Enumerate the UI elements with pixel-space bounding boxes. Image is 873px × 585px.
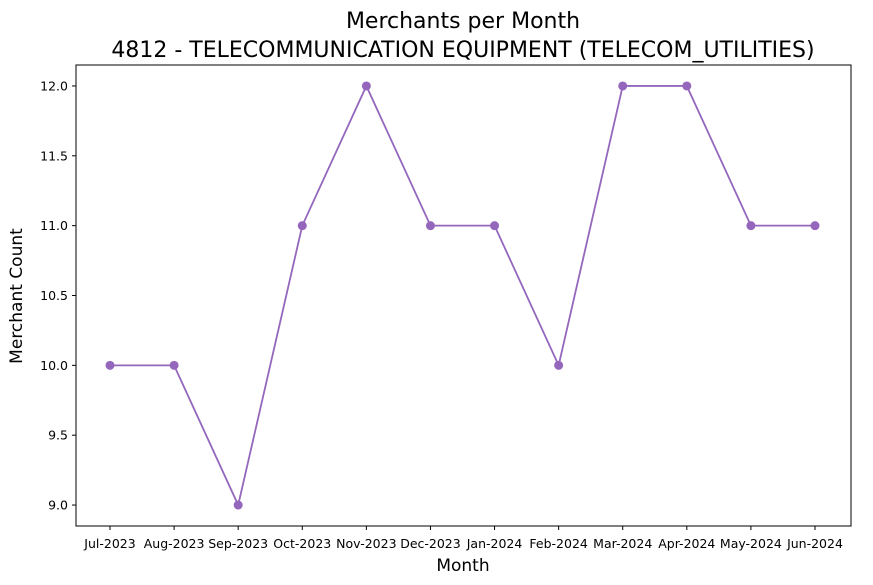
chart-title: Merchants per Month [346,9,580,34]
x-tick-label: Dec-2023 [400,536,461,551]
x-axis-label: Month [436,556,489,576]
data-point [554,360,564,370]
x-tick-label: Sep-2023 [208,536,268,551]
data-point [361,81,371,91]
x-tick-label: Apr-2024 [658,536,715,551]
data-point [618,81,628,91]
x-tick-label: Jul-2023 [83,536,135,551]
x-tick-label: Mar-2024 [593,536,652,551]
y-tick-label: 9.5 [48,428,68,443]
plot-area [75,64,852,527]
x-tick-label: May-2024 [720,536,782,551]
data-point [746,221,756,231]
x-axis: Jul-2023 Aug-2023 Sep-2023 Oct-2023 Nov-2023… [83,526,843,551]
data-point [425,221,435,231]
x-tick-label: Oct-2023 [273,536,331,551]
data-point [169,360,179,370]
series-points [105,81,820,510]
data-point [105,360,115,370]
y-tick-label: 10.0 [40,358,68,373]
x-tick-label: Nov-2023 [336,536,396,551]
y-tick-label: 12.0 [40,78,68,93]
chart-subtitle: 4812 - TELECOMMUNICATION EQUIPMENT (TELE… [111,38,814,63]
data-point [682,81,692,91]
y-tick-label: 11.5 [40,148,68,163]
y-tick-label: 10.5 [40,288,68,303]
y-axis-label: Merchant Count [7,228,27,364]
data-point [810,221,820,231]
data-point [297,221,307,231]
data-point [233,500,243,510]
x-tick-label: Jan-2024 [466,536,523,551]
series-line [110,83,815,508]
data-point [490,221,500,231]
x-tick-label: Feb-2024 [529,536,588,551]
x-tick-label: Jun-2024 [786,536,843,551]
y-axis: 9.0 9.5 10.0 10.5 11.0 11.5 12.0 [40,78,76,513]
y-tick-label: 11.0 [40,218,68,233]
x-tick-label: Aug-2023 [144,536,205,551]
y-tick-label: 9.0 [48,498,68,513]
